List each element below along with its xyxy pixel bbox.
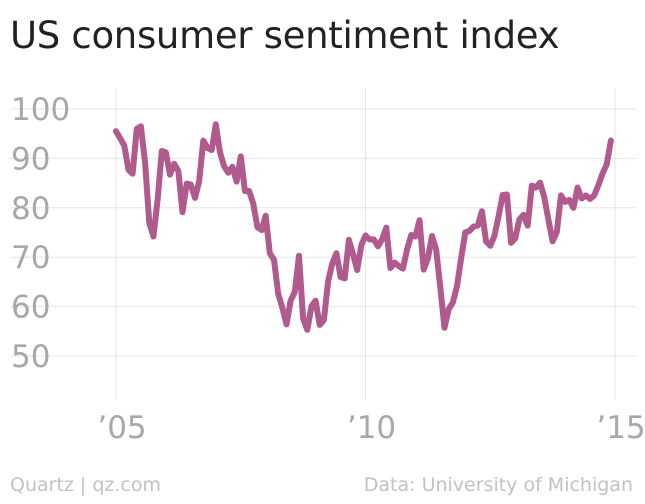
line-chart: 50 60 70 80 90 100 ’05 ’10 ’15 <box>10 88 645 446</box>
x-tick-label: ’10 <box>347 410 396 446</box>
y-tick-label: 90 <box>11 141 50 177</box>
series-line <box>113 121 614 333</box>
x-tick-label: ’15 <box>596 410 645 446</box>
data-source: Data: University of Michigan <box>363 474 633 496</box>
y-tick-label: 100 <box>11 92 70 128</box>
source-credit: Quartz | qz.com <box>10 474 162 496</box>
y-tick-label: 50 <box>11 339 50 375</box>
x-tick-label: ’05 <box>97 410 146 446</box>
y-tick-label: 60 <box>11 290 50 326</box>
chart-title: US consumer sentiment index <box>10 14 560 57</box>
y-tick-label: 70 <box>11 240 50 276</box>
y-tick-label: 80 <box>11 191 50 227</box>
